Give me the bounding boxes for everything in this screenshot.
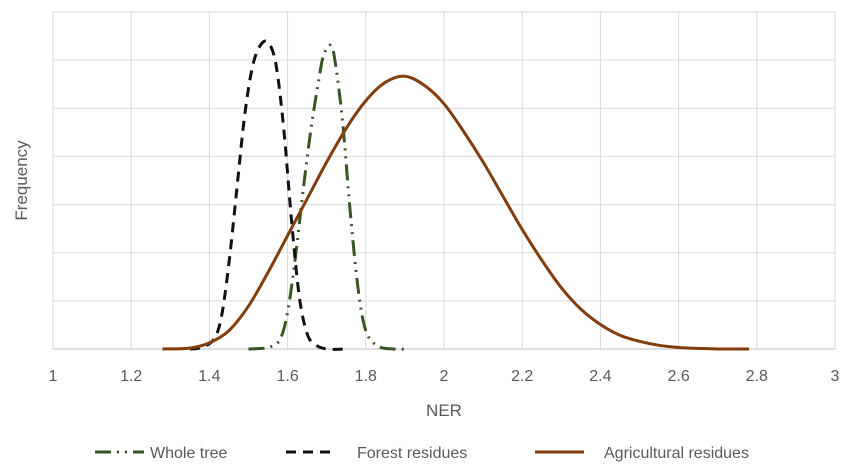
series-agricultural-residues: [162, 74, 749, 351]
y-axis-title: Frequency: [12, 140, 31, 221]
grid-layer: [52, 11, 836, 350]
x-tick-label: 1.6: [276, 368, 298, 385]
x-tick-label: 2.2: [511, 368, 533, 385]
legend-label: Whole tree: [150, 445, 227, 462]
legend-label: Forest residues: [357, 445, 467, 462]
x-axis-title: NER: [426, 401, 462, 420]
x-tick-label: 2.4: [589, 368, 611, 385]
legend-item-forest-residues: Forest residues: [286, 445, 467, 462]
x-tick-label: 2: [440, 368, 449, 385]
series-layer: [162, 39, 749, 351]
x-tick-label: 1.8: [355, 368, 377, 385]
x-tick-label: 1.4: [198, 368, 220, 385]
x-tick-labels: 1 1.2 1.4 1.6 1.8 2 2.2 2.4 2.6 2.8 3: [49, 368, 840, 385]
x-tick-label: 3: [831, 368, 840, 385]
legend-item-whole-tree: Whole tree: [95, 445, 227, 462]
x-tick-label: 2.8: [746, 368, 768, 385]
legend-item-agricultural-residues: Agricultural residues: [535, 445, 749, 462]
legend: Whole tree Forest residues Agricultural re…: [95, 445, 749, 462]
legend-label: Agricultural residues: [604, 445, 749, 462]
series-whole-tree: [248, 43, 409, 351]
x-tick-label: 1: [49, 368, 58, 385]
x-tick-label: 1.2: [120, 368, 142, 385]
x-tick-label: 2.6: [667, 368, 689, 385]
series-forest-residues: [189, 39, 347, 351]
